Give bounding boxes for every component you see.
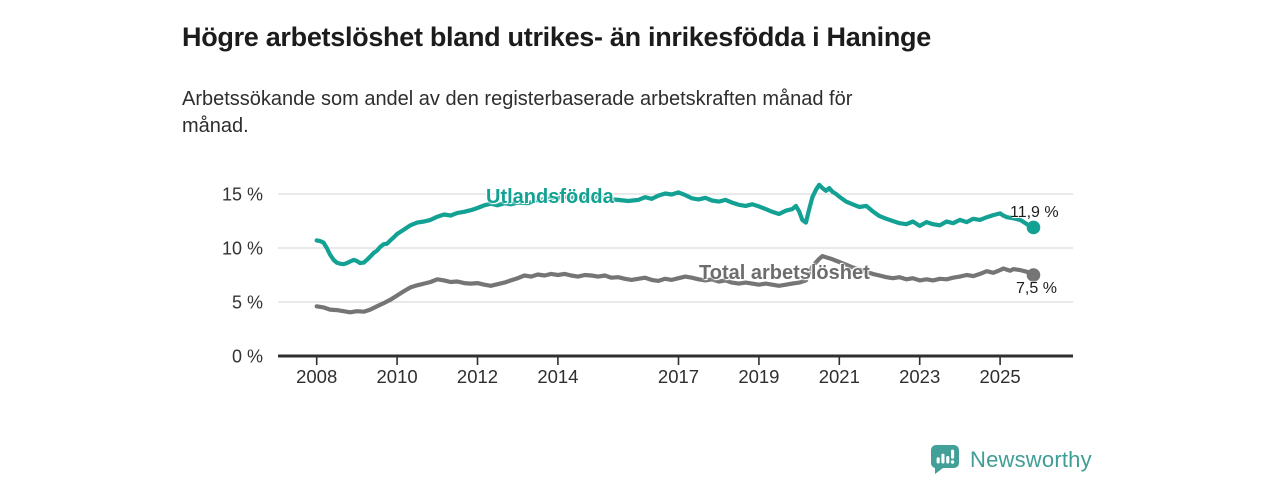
end-value-utlandsfodda: 11,9 % xyxy=(1010,204,1059,221)
series-line-total-arbetsloshet xyxy=(314,254,1036,315)
series-label-total-arbetsloshet: Total arbetslöshet xyxy=(699,262,870,284)
x-tick-label: 2008 xyxy=(296,366,337,387)
newsworthy-brand-name: Newsworthy xyxy=(970,446,1092,472)
x-tick-label: 2025 xyxy=(980,366,1021,387)
series-line-utlandsfodda xyxy=(314,182,1036,267)
page-title: Högre arbetslöshet bland utrikes- än inr… xyxy=(182,22,931,53)
series-label-utlandsfodda: Utlandsfödda xyxy=(486,186,614,208)
x-tick-label: 2012 xyxy=(457,366,498,387)
chart-subtitle: Arbetssökande som andel av den registerb… xyxy=(182,88,853,137)
x-tick-label: 2017 xyxy=(658,366,699,387)
x-tick-label: 2014 xyxy=(537,366,578,387)
newsworthy-brand-link[interactable]: Newsworthy xyxy=(931,445,1092,474)
y-tick-label: 0 % xyxy=(232,347,263,367)
y-tick-label: 10 % xyxy=(222,239,263,259)
x-tick-label: 2010 xyxy=(377,366,418,387)
series-end-dot-utlandsfodda xyxy=(1026,220,1041,235)
end-value-total-arbetsloshet: 7,5 % xyxy=(1016,280,1057,297)
y-tick-label: 15 % xyxy=(222,185,263,205)
x-tick-label: 2021 xyxy=(819,366,860,387)
series-end-dot-total-arbetsloshet xyxy=(1026,268,1041,282)
x-tick-label: 2019 xyxy=(738,366,779,387)
y-tick-label: 5 % xyxy=(232,293,263,313)
x-tick-label: 2023 xyxy=(899,366,940,387)
newsworthy-logo-icon xyxy=(931,445,959,474)
